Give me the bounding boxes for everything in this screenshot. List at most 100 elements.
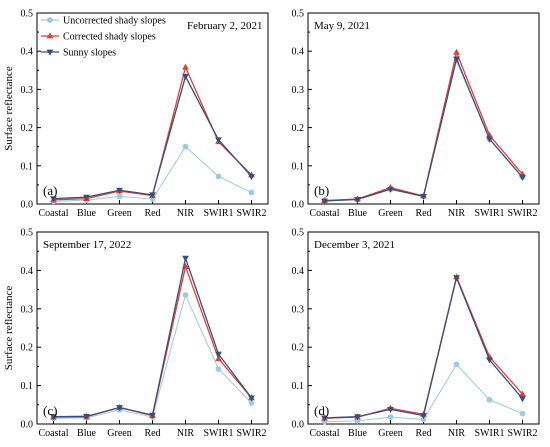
data-point xyxy=(83,194,90,201)
series-sunny xyxy=(50,255,255,421)
y-tick-label: 0.4 xyxy=(21,266,34,277)
x-tick-label: Green xyxy=(378,208,402,219)
series-uncorrected xyxy=(50,292,255,422)
plot-frame xyxy=(307,231,540,425)
x-tick-label: SWIR1 xyxy=(204,428,234,439)
data-point xyxy=(519,410,526,417)
data-point xyxy=(321,198,328,205)
x-tick-label: NIR xyxy=(177,208,195,219)
x-tick-label: Coastal xyxy=(310,208,340,219)
panel-letter: (b) xyxy=(314,183,329,198)
data-point xyxy=(182,63,189,70)
series-corrected xyxy=(321,273,526,421)
y-tick-label: 0.1 xyxy=(292,161,305,172)
data-point xyxy=(387,186,394,193)
data-point xyxy=(182,74,189,81)
x-tick-label: Red xyxy=(144,428,160,439)
panel-letter: (d) xyxy=(314,403,329,418)
legend: Uncorrected shady slopes Corrected shady … xyxy=(41,16,166,59)
x-tick-label: Blue xyxy=(348,208,367,219)
panel-title: February 2, 2021 xyxy=(187,20,262,32)
data-point xyxy=(248,189,255,196)
y-tick-label: 0.4 xyxy=(21,47,34,58)
x-tick-label: Coastal xyxy=(310,428,340,439)
y-tick-label: 0.3 xyxy=(21,304,34,315)
chart-panel-a: 0.0 0.1 0.2 0.3 0.4 0.5 Coastal Blue Green Red NIR… xyxy=(3,9,269,219)
series-corrected xyxy=(50,262,255,420)
data-point xyxy=(215,355,222,362)
legend-label: Sunny slopes xyxy=(63,48,116,59)
series-line xyxy=(53,65,252,201)
y-tick-label: 0.0 xyxy=(21,200,34,211)
x-tick-label: Red xyxy=(144,208,160,219)
series-corrected xyxy=(50,63,255,203)
data-point xyxy=(453,56,460,63)
x-tick-label: NIR xyxy=(448,208,466,219)
x-tick-label: Green xyxy=(107,428,131,439)
x-tick-label: Blue xyxy=(348,428,367,439)
y-tick-label: 0.2 xyxy=(292,343,305,354)
y-tick-label: 0.2 xyxy=(21,123,34,134)
data-point xyxy=(420,413,427,420)
x-tick-label: SWIR1 xyxy=(475,208,505,219)
y-tick-label: 0.5 xyxy=(292,9,305,20)
data-point xyxy=(486,357,493,364)
data-point xyxy=(486,136,493,143)
y-tick-label: 0.2 xyxy=(21,343,34,354)
y-tick-label: 0.0 xyxy=(292,200,305,211)
data-point xyxy=(354,414,361,421)
legend-label: Corrected shady slopes xyxy=(63,32,156,43)
y-tick-label: 0.1 xyxy=(21,161,34,172)
series-corrected xyxy=(321,48,526,203)
y-tick-label: 0.3 xyxy=(292,85,305,96)
data-point xyxy=(248,395,255,402)
legend-marker xyxy=(46,32,54,39)
x-tick-label: Blue xyxy=(77,428,96,439)
data-point xyxy=(215,351,222,358)
plot-frame xyxy=(36,231,269,425)
x-tick-label: Green xyxy=(107,208,131,219)
x-tick-label: Blue xyxy=(77,208,96,219)
series-line xyxy=(324,274,523,419)
y-tick-label: 0.2 xyxy=(292,123,305,134)
panel-title: September 17, 2022 xyxy=(43,239,131,251)
data-point xyxy=(519,396,526,403)
series-line xyxy=(324,50,523,202)
y-tick-label: 0.3 xyxy=(292,304,305,315)
legend-marker xyxy=(47,17,53,23)
chart-panel-c: 0.0 0.1 0.2 0.3 0.4 0.5 Coastal Blue Green Red NIR… xyxy=(3,228,269,439)
data-point xyxy=(215,173,222,180)
data-point xyxy=(83,413,90,420)
panel-letter: (a) xyxy=(43,183,57,198)
data-point xyxy=(215,137,222,144)
x-tick-label: Coastal xyxy=(39,208,69,219)
data-point xyxy=(149,412,156,419)
data-point xyxy=(420,193,427,200)
chart-panel-b: 0.0 0.1 0.2 0.3 0.4 0.5 Coastal Blue Green Red NIR… xyxy=(292,9,540,219)
data-point xyxy=(116,405,123,412)
data-point xyxy=(453,275,460,282)
legend-marker xyxy=(46,49,54,56)
data-point xyxy=(182,143,189,150)
chart-panel-d: 0.0 0.1 0.2 0.3 0.4 0.5 Coastal Blue Green Red NIR… xyxy=(292,228,540,439)
x-tick-label: SWIR2 xyxy=(508,428,538,439)
data-point xyxy=(519,390,526,397)
series-line xyxy=(324,275,523,419)
x-tick-label: NIR xyxy=(177,428,195,439)
data-point xyxy=(215,366,222,372)
data-point xyxy=(387,414,394,420)
panel-letter: (c) xyxy=(43,403,57,418)
series-sunny xyxy=(50,74,255,203)
y-tick-label: 0.5 xyxy=(292,228,305,239)
series-line xyxy=(53,255,253,418)
y-tick-label: 0.3 xyxy=(21,85,34,96)
y-tick-label: 0.0 xyxy=(292,420,305,431)
y-tick-label: 0.1 xyxy=(21,381,34,392)
x-tick-label: Red xyxy=(415,428,431,439)
x-tick-label: SWIR1 xyxy=(475,428,505,439)
x-tick-label: Green xyxy=(378,428,402,439)
y-tick-label: 0.1 xyxy=(292,381,305,392)
panel-title: May 9, 2021 xyxy=(314,20,370,32)
data-point xyxy=(519,174,526,181)
